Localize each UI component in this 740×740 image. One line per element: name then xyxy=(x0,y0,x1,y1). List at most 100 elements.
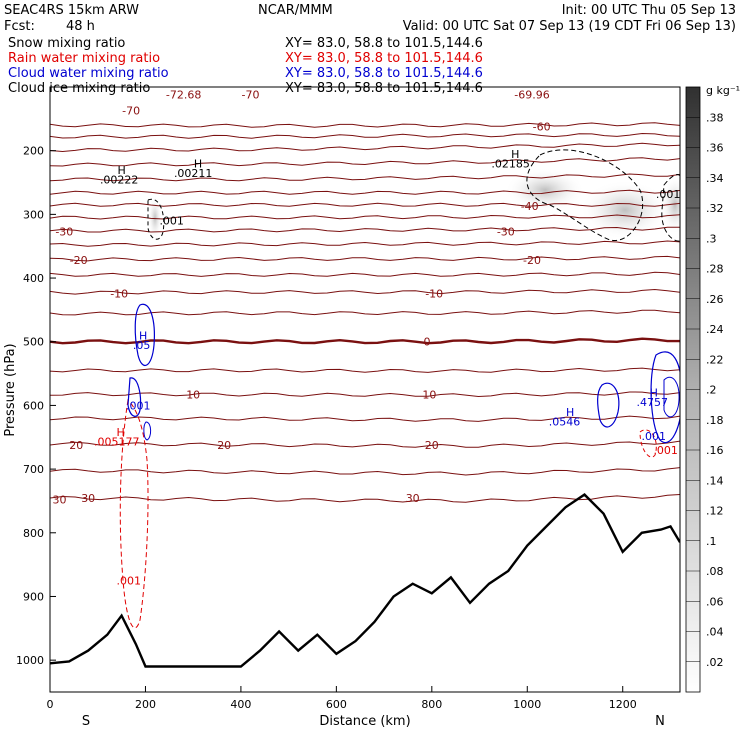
rain-label-0: H xyxy=(116,426,124,439)
colorbar-tick-label-.1: .1 xyxy=(706,535,717,548)
snow-label-5: .02185 xyxy=(491,157,530,170)
y-tick-label-400: 400 xyxy=(23,272,44,285)
snow-contour-east xyxy=(526,149,644,241)
colorbar-tick-label-.3: .3 xyxy=(706,232,717,245)
cloudwater-contour-edge xyxy=(650,351,680,443)
isotherm-m20 xyxy=(50,255,680,262)
cloudwater-contour-edge-inner xyxy=(663,376,680,418)
y-tick-label-1000: 1000 xyxy=(16,654,44,667)
snow-shading-2 xyxy=(580,180,670,240)
snow-label-1: .00222 xyxy=(100,173,139,186)
isotherm-5 xyxy=(50,367,680,373)
x-tick-label-1000: 1000 xyxy=(513,698,541,711)
y-tick-label-300: 300 xyxy=(23,208,44,221)
cloudwater-label-1: .05 xyxy=(133,339,151,352)
field-snow-name: Snow mixing ratio xyxy=(8,36,125,51)
cloudwater-label-0: H xyxy=(139,329,147,342)
colorbar-tick-label-.04: .04 xyxy=(706,626,724,639)
colorbar-tick-label-.16: .16 xyxy=(706,444,724,457)
cloudwater-contour-upper xyxy=(134,303,155,366)
colorbar-tick-label-.36: .36 xyxy=(706,142,724,155)
cloudwater-label-3: H xyxy=(566,406,574,419)
y-tick-label-900: 900 xyxy=(23,590,44,603)
temperature-labels: -70 -72.68 -70 -69.96 -60 -40 -30 -30 -20 -20 -10 -… xyxy=(53,89,551,507)
field-legend: Snow mixing ratio XY= 83.0, 58.8 to 101.… xyxy=(8,36,483,96)
cloudwater-label-7: .001 xyxy=(642,430,667,443)
snow-shading-4 xyxy=(148,196,162,240)
isotherm-20 xyxy=(50,440,680,448)
colorbar-tick-label-.24: .24 xyxy=(706,323,724,336)
temp-label-16: 20 xyxy=(217,439,231,452)
field-rain-xy: XY= 83.0, 58.8 to 101.5,144.6 xyxy=(285,51,483,66)
rain-contour-west xyxy=(119,398,149,629)
y-tick-label-600: 600 xyxy=(23,399,44,412)
cloudwater-label-6: .4757 xyxy=(637,396,669,409)
field-cloudwater-xy: XY= 83.0, 58.8 to 101.5,144.6 xyxy=(285,66,483,81)
temp-label-17: 20 xyxy=(425,439,439,452)
x-end-label-north: N xyxy=(655,714,665,729)
colorbar-tick-label-.2: .2 xyxy=(706,384,717,397)
valid-time: Valid: 00 UTC Sat 07 Sep 13 (19 CDT Fri … xyxy=(403,19,736,34)
temp-label-20: 30 xyxy=(53,494,67,507)
temp-label-11: -10 xyxy=(425,287,443,300)
y-tick-label-700: 700 xyxy=(23,463,44,476)
field-cloudwater-name: Cloud water mixing ratio xyxy=(8,66,169,81)
isotherm-m5 xyxy=(50,309,680,316)
colorbar-tick-label-.14: .14 xyxy=(706,474,724,487)
temp-label-13: 10 xyxy=(186,389,200,402)
isotherm-m45 xyxy=(50,189,680,195)
colorbar-tick-label-.08: .08 xyxy=(706,565,724,578)
snow-label-3: .00211 xyxy=(174,167,213,180)
ice-contour-west xyxy=(147,198,165,240)
isotherm-m65 xyxy=(50,132,680,139)
y-axis-label: Pressure (hPa) xyxy=(3,343,18,436)
y-tick-label-200: 200 xyxy=(23,145,44,158)
snow-label-0: H xyxy=(117,164,125,177)
x-end-label-south: S xyxy=(82,714,90,729)
temp-label-4: -60 xyxy=(533,121,551,134)
temp-label-2: -70 xyxy=(242,89,260,102)
cloudwater-contour-mid xyxy=(127,377,142,417)
isotherm-m25 xyxy=(50,240,680,247)
temp-label-19: 30 xyxy=(406,492,420,505)
init-time: Init: 00 UTC Thu 05 Sep 13 xyxy=(562,3,736,18)
x-tick-label-400: 400 xyxy=(230,698,251,711)
rain-contour-east xyxy=(639,429,657,458)
rain-label-1: .005177 xyxy=(94,436,140,449)
rain-label-3: .001 xyxy=(653,444,678,457)
colorbar-tick-label-.02: .02 xyxy=(706,656,724,669)
colorbar-tick-label-.34: .34 xyxy=(706,172,724,185)
forecast-label: Fcst: xyxy=(4,19,35,34)
x-axis-ticks: 0 200 400 600 800 1000 1200 xyxy=(47,686,637,711)
colorbar-tick-label-.38: .38 xyxy=(706,111,724,124)
isotherm-m30 xyxy=(50,226,680,233)
colorbar-tick-label-.06: .06 xyxy=(706,595,724,608)
y-tick-label-500: 500 xyxy=(23,336,44,349)
x-tick-label-0: 0 xyxy=(47,698,54,711)
snow-shading-1 xyxy=(505,168,585,212)
isotherm-m15 xyxy=(50,271,680,277)
temp-label-10: -10 xyxy=(110,287,128,300)
temp-label-18: 30 xyxy=(81,492,95,505)
rain-labels: H.005177 .001.001 xyxy=(94,426,678,587)
colorbar-ticks: .02 .04 .06 .08 .1 .12 .14 .16 .18 .2 .22 .24 .26 .28… xyxy=(686,111,724,669)
colorbar-unit: g kg⁻¹ xyxy=(706,84,740,97)
temp-label-12: 0 xyxy=(424,336,431,349)
temp-label-0: -70 xyxy=(122,105,140,118)
temp-label-14: 10 xyxy=(422,389,436,402)
isotherm-m60 xyxy=(50,142,680,153)
colorbar-tick-label-.28: .28 xyxy=(706,263,724,276)
isotherm-m35 xyxy=(50,214,680,220)
isotherm-m70 xyxy=(50,122,680,128)
temp-label-9: -20 xyxy=(523,254,541,267)
snow-label-2: H xyxy=(194,157,202,170)
temperature-contours xyxy=(50,122,680,503)
y-axis-ticks: 200 300 400 500 600 700 800 900 1000 xyxy=(16,145,56,667)
cloudwater-label-5: H xyxy=(650,387,658,400)
forecast-hours: 48 h xyxy=(66,19,95,34)
snow-contour-edge xyxy=(661,174,680,242)
x-tick-label-1200: 1200 xyxy=(609,698,637,711)
model-title: SEAC4RS 15km ARW xyxy=(4,3,139,18)
